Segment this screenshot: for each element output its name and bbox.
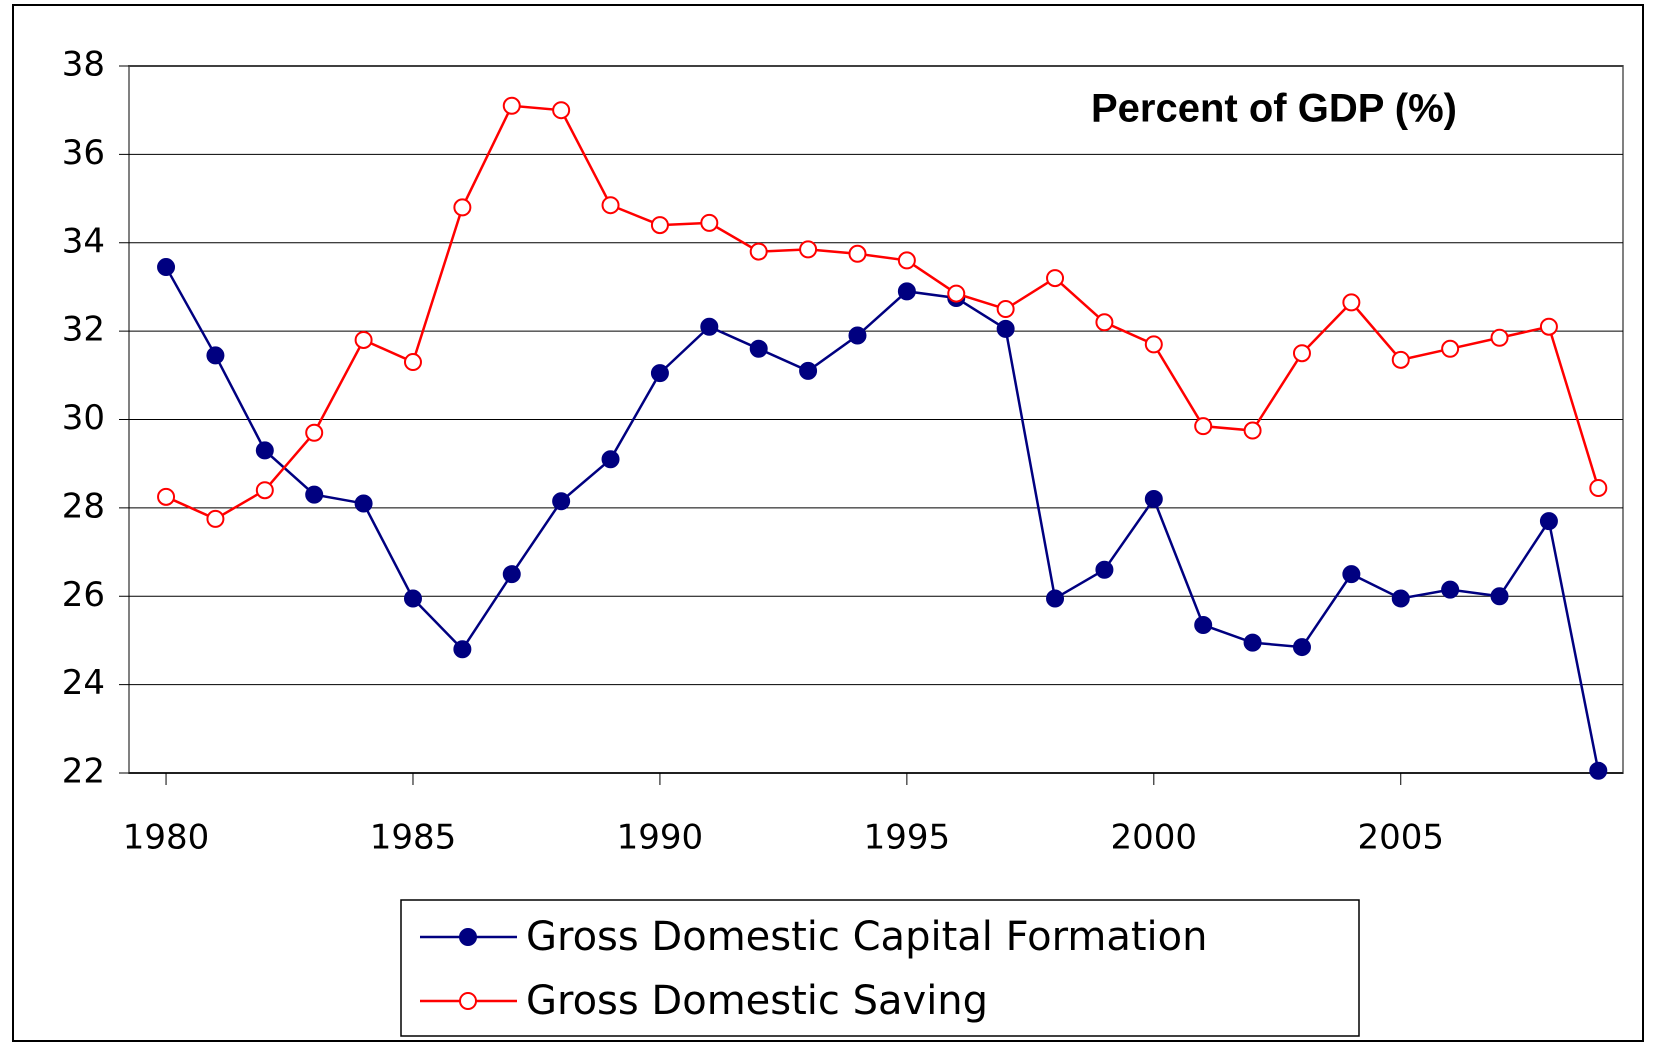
x-tick-label: 1995 [864, 818, 951, 858]
y-tick-label: 22 [62, 752, 105, 792]
legend-marker [459, 928, 477, 946]
data-point [700, 213, 719, 232]
data-point [996, 300, 1015, 319]
data-point [1589, 478, 1608, 497]
y-tick-label: 28 [62, 486, 105, 526]
data-point [1194, 615, 1213, 634]
legend [400, 899, 1360, 1037]
data-point [1441, 339, 1460, 358]
data-point [305, 485, 324, 504]
data-point [1391, 589, 1410, 608]
legend-label: Gross Domestic Capital Formation [526, 914, 1207, 960]
data-point [1490, 328, 1509, 347]
data-point [897, 282, 916, 301]
y-tick-label: 36 [62, 133, 105, 173]
data-point [749, 242, 768, 261]
data-point [601, 450, 620, 469]
data-point [1243, 421, 1262, 440]
data-point [749, 339, 768, 358]
data-point [403, 589, 422, 608]
data-point [947, 284, 966, 303]
y-tick-label: 32 [62, 310, 105, 350]
data-point [700, 317, 719, 336]
data-point [1490, 587, 1509, 606]
data-point [1292, 638, 1311, 657]
x-tick-label: 2005 [1357, 818, 1444, 858]
data-point [1342, 565, 1361, 584]
data-point [799, 240, 818, 259]
y-tick-label: 38 [62, 45, 105, 85]
data-point [453, 640, 472, 659]
data-point [305, 423, 324, 442]
data-point [1046, 589, 1065, 608]
data-point [157, 487, 176, 506]
data-point [502, 565, 521, 584]
data-point [1539, 317, 1558, 336]
data-point [502, 96, 521, 115]
chart-title: Percent of GDP (%) [1091, 87, 1457, 131]
data-point [650, 364, 669, 383]
data-point [255, 441, 274, 460]
data-point [1441, 580, 1460, 599]
data-point [1391, 350, 1410, 369]
data-point [1144, 490, 1163, 509]
data-point [848, 244, 867, 263]
data-point [453, 198, 472, 217]
data-point [206, 509, 225, 528]
data-point [996, 319, 1015, 338]
data-point [354, 330, 373, 349]
legend-label: Gross Domestic Saving [526, 978, 988, 1024]
legend-marker [459, 992, 477, 1010]
data-point [206, 346, 225, 365]
x-tick-label: 1990 [617, 818, 704, 858]
y-tick-label: 34 [62, 221, 105, 261]
data-point [848, 326, 867, 345]
x-tick-label: 1985 [370, 818, 457, 858]
data-point [552, 492, 571, 511]
x-tick-label: 1980 [123, 818, 210, 858]
data-point [552, 101, 571, 120]
x-tick-label: 2000 [1111, 818, 1198, 858]
data-point [1243, 633, 1262, 652]
data-point [1046, 269, 1065, 288]
data-point [897, 251, 916, 270]
y-tick-label: 30 [62, 398, 105, 438]
data-point [403, 353, 422, 372]
data-point [1144, 335, 1163, 354]
data-point [601, 196, 620, 215]
data-point [157, 258, 176, 277]
data-point [1589, 761, 1608, 780]
data-point [1292, 344, 1311, 363]
series-line [165, 104, 1600, 521]
data-point [1095, 313, 1114, 332]
data-point [799, 361, 818, 380]
data-point [1095, 560, 1114, 579]
data-point [1539, 512, 1558, 531]
data-point [1342, 293, 1361, 312]
y-tick-label: 24 [62, 663, 105, 703]
data-point [650, 216, 669, 235]
series-line [164, 266, 1600, 772]
data-point [255, 481, 274, 500]
data-point [1194, 417, 1213, 436]
data-point [354, 494, 373, 513]
y-tick-label: 26 [62, 575, 105, 615]
